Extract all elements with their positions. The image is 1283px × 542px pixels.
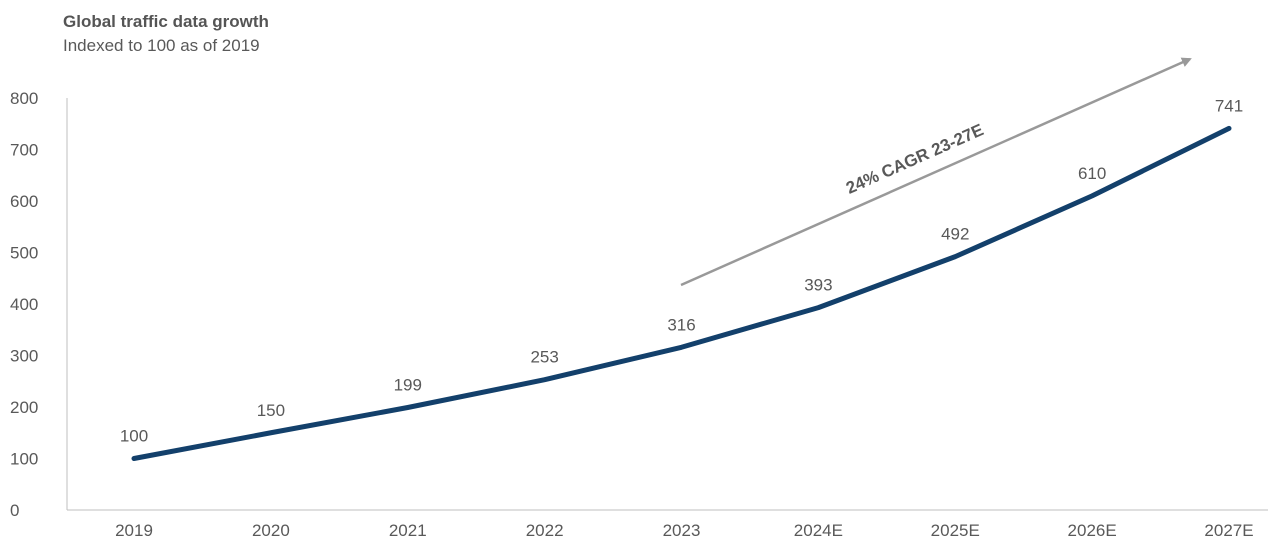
y-tick-label: 700 [10,141,38,160]
series-line [131,125,1232,461]
data-label: 100 [120,427,148,446]
data-label: 492 [941,225,969,244]
y-tick-label: 500 [10,244,38,263]
y-tick-label: 300 [10,347,38,366]
cagr-arrow [680,57,1192,287]
data-label: 393 [804,276,832,295]
y-tick-label: 0 [10,501,19,520]
x-tick-label: 2021 [389,521,427,540]
data-label: 150 [257,401,285,420]
data-label: 741 [1215,96,1243,115]
x-tick-label: 2024E [794,521,843,540]
chart-subtitle: Indexed to 100 as of 2019 [63,36,260,55]
x-tick-label: 2020 [252,521,290,540]
data-label: 253 [530,348,558,367]
y-tick-label: 600 [10,192,38,211]
data-label: 199 [394,376,422,395]
y-tick-label: 800 [10,89,38,108]
x-tick-label: 2026E [1068,521,1117,540]
data-label: 610 [1078,164,1106,183]
x-tick-label: 2023 [663,521,701,540]
y-tick-label: 400 [10,295,38,314]
axes: 0 100 200 300 400 500 600 700 800 2019 2020 2021 202… [10,89,1268,540]
data-label: 316 [667,315,695,334]
x-tick-label: 2025E [931,521,980,540]
y-tick-label: 200 [10,398,38,417]
x-tick-label: 2022 [526,521,564,540]
chart-title: Global traffic data growth [63,12,269,31]
x-tick-label: 2019 [115,521,153,540]
x-tick-label: 2027E [1204,521,1253,540]
y-tick-label: 100 [10,450,38,469]
